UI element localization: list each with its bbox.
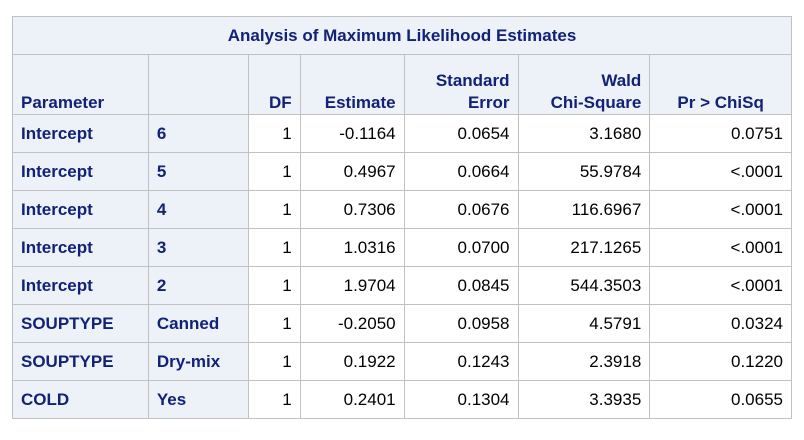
header-df: DF <box>247 54 301 115</box>
header-standard-error-line2: Error <box>467 93 510 112</box>
cell-level: 5 <box>147 152 249 191</box>
cell-estimate: 0.2401 <box>299 380 405 419</box>
cell-pvalue: 0.0751 <box>649 114 792 153</box>
cell-level: Canned <box>147 304 249 343</box>
cell-df: 1 <box>247 304 301 343</box>
cell-stderr: 0.0700 <box>403 228 519 267</box>
header-wald-line1: Wald <box>601 71 642 90</box>
cell-df: 1 <box>247 190 301 229</box>
cell-wald: 2.3918 <box>517 342 651 381</box>
cell-estimate: 1.9704 <box>299 266 405 305</box>
table-row: SOUPTYPE Dry-mix 1 0.1922 0.1243 2.3918 … <box>12 342 792 381</box>
header-level <box>147 54 249 115</box>
table-row: Intercept 6 1 -0.1164 0.0654 3.1680 0.07… <box>12 114 792 153</box>
cell-df: 1 <box>247 114 301 153</box>
table-row: Intercept 2 1 1.9704 0.0845 544.3503 <.0… <box>12 266 792 305</box>
cell-parameter: Intercept <box>12 152 149 191</box>
cell-level: 4 <box>147 190 249 229</box>
cell-level: 3 <box>147 228 249 267</box>
cell-df: 1 <box>247 152 301 191</box>
cell-parameter: Intercept <box>12 190 149 229</box>
header-parameter: Parameter <box>12 54 149 115</box>
header-p-value: Pr > ChiSq <box>649 54 792 115</box>
header-wald-chi-square: Wald Chi-Square <box>517 54 651 115</box>
cell-estimate: 0.4967 <box>299 152 405 191</box>
cell-df: 1 <box>247 342 301 381</box>
table-row: SOUPTYPE Canned 1 -0.2050 0.0958 4.5791 … <box>12 304 792 343</box>
cell-pvalue: <.0001 <box>649 152 792 191</box>
header-standard-error-line1: Standard <box>435 71 510 90</box>
cell-wald: 55.9784 <box>517 152 651 191</box>
cell-stderr: 0.0654 <box>403 114 519 153</box>
mle-table: Analysis of Maximum Likelihood Estimates… <box>12 16 792 419</box>
header-standard-error: Standard Error <box>403 54 519 115</box>
cell-wald: 4.5791 <box>517 304 651 343</box>
cell-df: 1 <box>247 380 301 419</box>
cell-estimate: 1.0316 <box>299 228 405 267</box>
cell-df: 1 <box>247 266 301 305</box>
table-row: COLD Yes 1 0.2401 0.1304 3.3935 0.0655 <box>12 380 792 419</box>
cell-parameter: Intercept <box>12 228 149 267</box>
cell-stderr: 0.0845 <box>403 266 519 305</box>
header-wald-line2: Chi-Square <box>550 93 642 112</box>
cell-parameter: COLD <box>12 380 149 419</box>
cell-wald: 116.6967 <box>517 190 651 229</box>
cell-estimate: -0.1164 <box>299 114 405 153</box>
cell-level: Yes <box>147 380 249 419</box>
cell-pvalue: <.0001 <box>649 228 792 267</box>
cell-estimate: 0.7306 <box>299 190 405 229</box>
cell-wald: 544.3503 <box>517 266 651 305</box>
cell-level: Dry-mix <box>147 342 249 381</box>
cell-parameter: SOUPTYPE <box>12 304 149 343</box>
table-row: Intercept 5 1 0.4967 0.0664 55.9784 <.00… <box>12 152 792 191</box>
cell-wald: 217.1265 <box>517 228 651 267</box>
cell-wald: 3.3935 <box>517 380 651 419</box>
table-row: Intercept 4 1 0.7306 0.0676 116.6967 <.0… <box>12 190 792 229</box>
cell-wald: 3.1680 <box>517 114 651 153</box>
cell-estimate: -0.2050 <box>299 304 405 343</box>
cell-df: 1 <box>247 228 301 267</box>
cell-stderr: 0.0958 <box>403 304 519 343</box>
cell-pvalue: <.0001 <box>649 266 792 305</box>
cell-stderr: 0.0664 <box>403 152 519 191</box>
cell-pvalue: <.0001 <box>649 190 792 229</box>
cell-stderr: 0.1304 <box>403 380 519 419</box>
table-title: Analysis of Maximum Likelihood Estimates <box>12 16 792 55</box>
cell-parameter: Intercept <box>12 266 149 305</box>
table-row: Intercept 3 1 1.0316 0.0700 217.1265 <.0… <box>12 228 792 267</box>
cell-stderr: 0.1243 <box>403 342 519 381</box>
cell-parameter: Intercept <box>12 114 149 153</box>
cell-parameter: SOUPTYPE <box>12 342 149 381</box>
header-estimate: Estimate <box>299 54 405 115</box>
cell-estimate: 0.1922 <box>299 342 405 381</box>
cell-level: 2 <box>147 266 249 305</box>
cell-level: 6 <box>147 114 249 153</box>
cell-stderr: 0.0676 <box>403 190 519 229</box>
cell-pvalue: 0.1220 <box>649 342 792 381</box>
cell-pvalue: 0.0324 <box>649 304 792 343</box>
column-header-row: Parameter DF Estimate Standard Error Wal… <box>12 54 792 115</box>
cell-pvalue: 0.0655 <box>649 380 792 419</box>
